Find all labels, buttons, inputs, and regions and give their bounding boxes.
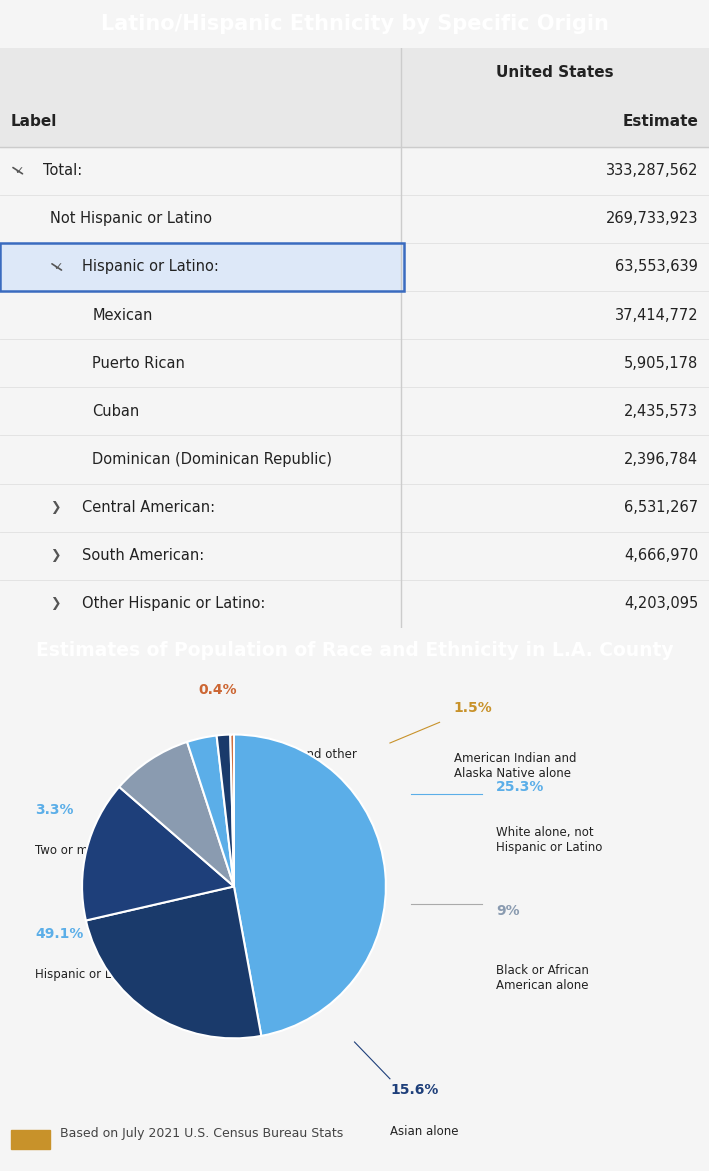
Bar (0, 242, 404, 292)
Text: Hispanic or Latino:: Hispanic or Latino: (82, 260, 218, 274)
Text: Total:: Total: (43, 163, 82, 178)
Text: Dominican (Dominican Republic): Dominican (Dominican Republic) (92, 452, 333, 467)
Text: Estimates of Population of Race and Ethnicity in L.A. County: Estimates of Population of Race and Ethn… (35, 642, 674, 660)
Text: Not Hispanic or Latino: Not Hispanic or Latino (50, 211, 211, 226)
Wedge shape (234, 734, 386, 1036)
Text: Latino/Hispanic Ethnicity by Specific Origin: Latino/Hispanic Ethnicity by Specific Or… (101, 14, 608, 34)
Text: 2,396,784: 2,396,784 (624, 452, 698, 467)
Text: Black or African
American alone: Black or African American alone (496, 964, 589, 992)
Text: ❯: ❯ (50, 597, 60, 610)
Bar (0, 97, 709, 146)
Wedge shape (119, 742, 234, 886)
Text: ✓: ✓ (53, 262, 62, 272)
Wedge shape (217, 734, 234, 886)
Text: Asian alone: Asian alone (390, 1125, 459, 1138)
Text: 15.6%: 15.6% (390, 1083, 438, 1097)
Text: 5,905,178: 5,905,178 (624, 356, 698, 371)
Text: White alone, not
Hispanic or Latino: White alone, not Hispanic or Latino (496, 826, 603, 854)
Text: 4,666,970: 4,666,970 (624, 548, 698, 563)
Bar (0, 48, 709, 97)
Wedge shape (82, 787, 234, 920)
Text: United States: United States (496, 66, 613, 80)
Wedge shape (187, 735, 234, 886)
Text: 49.1%: 49.1% (35, 926, 84, 940)
Bar (11, 1130, 50, 1149)
Wedge shape (86, 886, 262, 1039)
Text: 2,435,573: 2,435,573 (625, 404, 698, 419)
Text: Cuban: Cuban (92, 404, 140, 419)
Text: 333,287,562: 333,287,562 (606, 163, 698, 178)
Text: 63,553,639: 63,553,639 (615, 260, 698, 274)
Bar (0, 242, 404, 292)
Text: Other Hispanic or Latino:: Other Hispanic or Latino: (82, 596, 265, 611)
Text: Label: Label (11, 115, 57, 130)
Text: Central American:: Central American: (82, 500, 215, 515)
Text: Hispanic or Latino: Hispanic or Latino (35, 968, 142, 981)
Wedge shape (230, 734, 234, 886)
Text: ❯: ❯ (50, 501, 60, 514)
Text: Estimate: Estimate (623, 115, 698, 130)
Text: 0.4%: 0.4% (199, 683, 237, 697)
Text: 3.3%: 3.3% (35, 802, 74, 816)
Text: 6,531,267: 6,531,267 (624, 500, 698, 515)
Text: 1.5%: 1.5% (454, 701, 493, 715)
Text: 25.3%: 25.3% (496, 780, 545, 794)
Text: 37,414,772: 37,414,772 (615, 308, 698, 322)
Text: 4,203,095: 4,203,095 (624, 596, 698, 611)
Text: ✓: ✓ (14, 165, 23, 176)
Text: Based on July 2021 U.S. Census Bureau Stats: Based on July 2021 U.S. Census Bureau St… (60, 1128, 344, 1141)
Text: Two or more races: Two or more races (35, 844, 143, 857)
Text: American Indian and
Alaska Native alone: American Indian and Alaska Native alone (454, 752, 576, 780)
Text: Puerto Rican: Puerto Rican (92, 356, 185, 371)
Text: ❯: ❯ (50, 549, 60, 562)
Text: Mexican: Mexican (92, 308, 152, 322)
Text: 269,733,923: 269,733,923 (606, 211, 698, 226)
Text: Native Hawaiian and other
Pacific Islander alone: Native Hawaiian and other Pacific Island… (199, 747, 357, 775)
Text: 9%: 9% (496, 904, 520, 918)
Text: South American:: South American: (82, 548, 203, 563)
